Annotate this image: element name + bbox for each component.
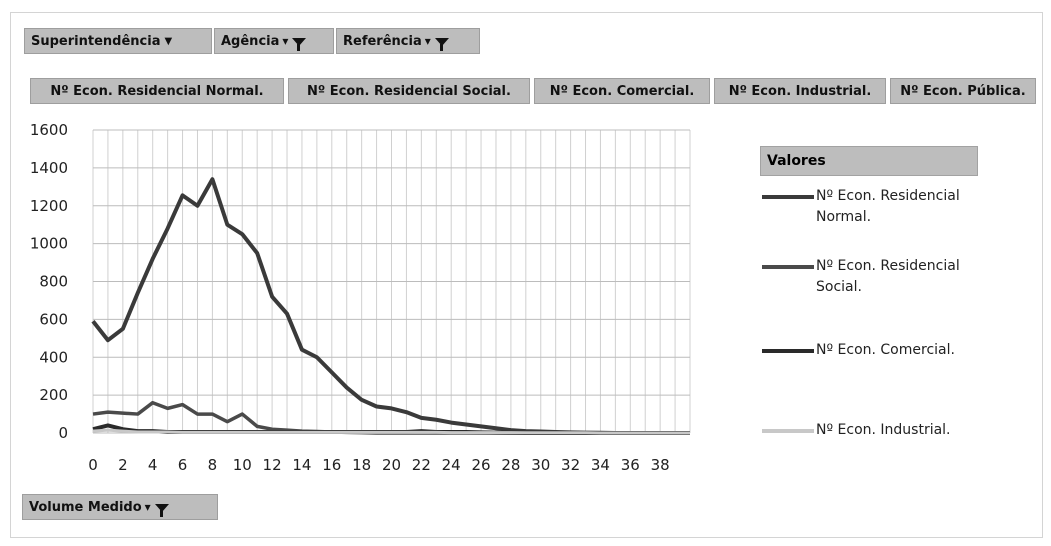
x-tick-label: 28 [501, 456, 520, 474]
series-lines [91, 177, 690, 435]
x-tick-label: 20 [382, 456, 401, 474]
dropdown-arrow-icon: ▾ [144, 500, 151, 514]
series-button-label: Nº Econ. Pública. [900, 83, 1026, 99]
legend-title-text: Valores [767, 153, 826, 169]
y-tick-label: 1000 [30, 235, 68, 253]
series-button-label: Nº Econ. Residencial Social. [307, 83, 511, 99]
x-tick-label: 6 [178, 456, 188, 474]
x-tick-label: 12 [263, 456, 282, 474]
y-tick-label: 600 [39, 310, 68, 328]
x-tick-label: 30 [531, 456, 550, 474]
agencia-label: Agência [221, 33, 280, 49]
x-tick-label: 38 [651, 456, 670, 474]
legend-swatch [762, 265, 814, 269]
legend-swatch [762, 349, 814, 353]
series-button-label: Nº Econ. Industrial. [728, 83, 872, 99]
series-line-3 [92, 428, 690, 435]
x-tick-label: 22 [412, 456, 431, 474]
referencia-label: Referência [343, 33, 422, 49]
filter-funnel-icon [288, 34, 307, 51]
agencia-filter-button[interactable]: Agência ▾ [214, 28, 334, 54]
y-tick-label: 400 [39, 348, 68, 366]
series-button-industrial[interactable]: Nº Econ. Industrial. [714, 78, 886, 104]
x-tick-label: 36 [621, 456, 640, 474]
x-tick-label: 0 [88, 456, 98, 474]
x-tick-label: 26 [472, 456, 491, 474]
x-tick-label: 2 [118, 456, 128, 474]
y-tick-label: 200 [39, 386, 68, 404]
y-tick-label: 1600 [30, 121, 68, 139]
legend-label: Nº Econ. Industrial. [816, 422, 951, 438]
series-button-residencial-social[interactable]: Nº Econ. Residencial Social. [288, 78, 530, 104]
x-axis-tick-labels: 0 2 4 6 8 10 12 14 16 18 20 22 24 26 28 30 32 34 36 38 [88, 456, 669, 474]
x-tick-label: 14 [292, 456, 311, 474]
series-button-publica[interactable]: Nº Econ. Pública. [890, 78, 1036, 104]
series-button-residencial-normal[interactable]: Nº Econ. Residencial Normal. [30, 78, 284, 104]
series-button-label: Nº Econ. Comercial. [549, 83, 695, 99]
legend-label: Nº Econ. Comercial. [816, 342, 955, 358]
x-tick-label: 10 [233, 456, 252, 474]
x-tick-label: 34 [591, 456, 610, 474]
dropdown-arrow-icon: ▼ [164, 35, 173, 47]
x-tick-label: 8 [208, 456, 218, 474]
legend-title: Valores [760, 146, 978, 176]
y-tick-label: 1200 [30, 197, 68, 215]
volume-medido-label: Volume Medido [29, 499, 142, 515]
volume-medido-filter-button[interactable]: Volume Medido ▾ [22, 494, 218, 520]
legend-label: Nº Econ. Residencial Social. [816, 258, 960, 295]
filter-funnel-icon [431, 34, 449, 51]
y-tick-label: 1400 [30, 159, 68, 177]
series-button-comercial[interactable]: Nº Econ. Comercial. [534, 78, 710, 104]
chart-grid [92, 129, 691, 434]
legend-swatch [762, 195, 814, 199]
x-tick-label: 24 [442, 456, 461, 474]
legend-label: Nº Econ. Residencial Normal. [816, 188, 960, 225]
referencia-filter-button[interactable]: Referência ▾ [336, 28, 480, 54]
x-tick-label: 32 [561, 456, 580, 474]
y-axis-tick-labels: 0 200 400 600 800 1000 1200 1400 1600 [30, 121, 68, 442]
x-tick-label: 4 [148, 456, 158, 474]
filter-funnel-icon [151, 500, 169, 517]
dropdown-arrow-icon: ▾ [424, 34, 431, 48]
superintendencia-filter-button[interactable]: Superintendência ▼ [24, 28, 212, 54]
x-tick-label: 18 [352, 456, 371, 474]
x-tick-label: 16 [322, 456, 341, 474]
series-button-label: Nº Econ. Residencial Normal. [50, 83, 264, 99]
legend-swatch [762, 429, 814, 433]
superintendencia-label: Superintendência [31, 33, 161, 49]
dropdown-arrow-icon: ▾ [282, 34, 289, 48]
y-tick-label: 800 [39, 273, 68, 291]
y-tick-label: 0 [58, 424, 68, 442]
